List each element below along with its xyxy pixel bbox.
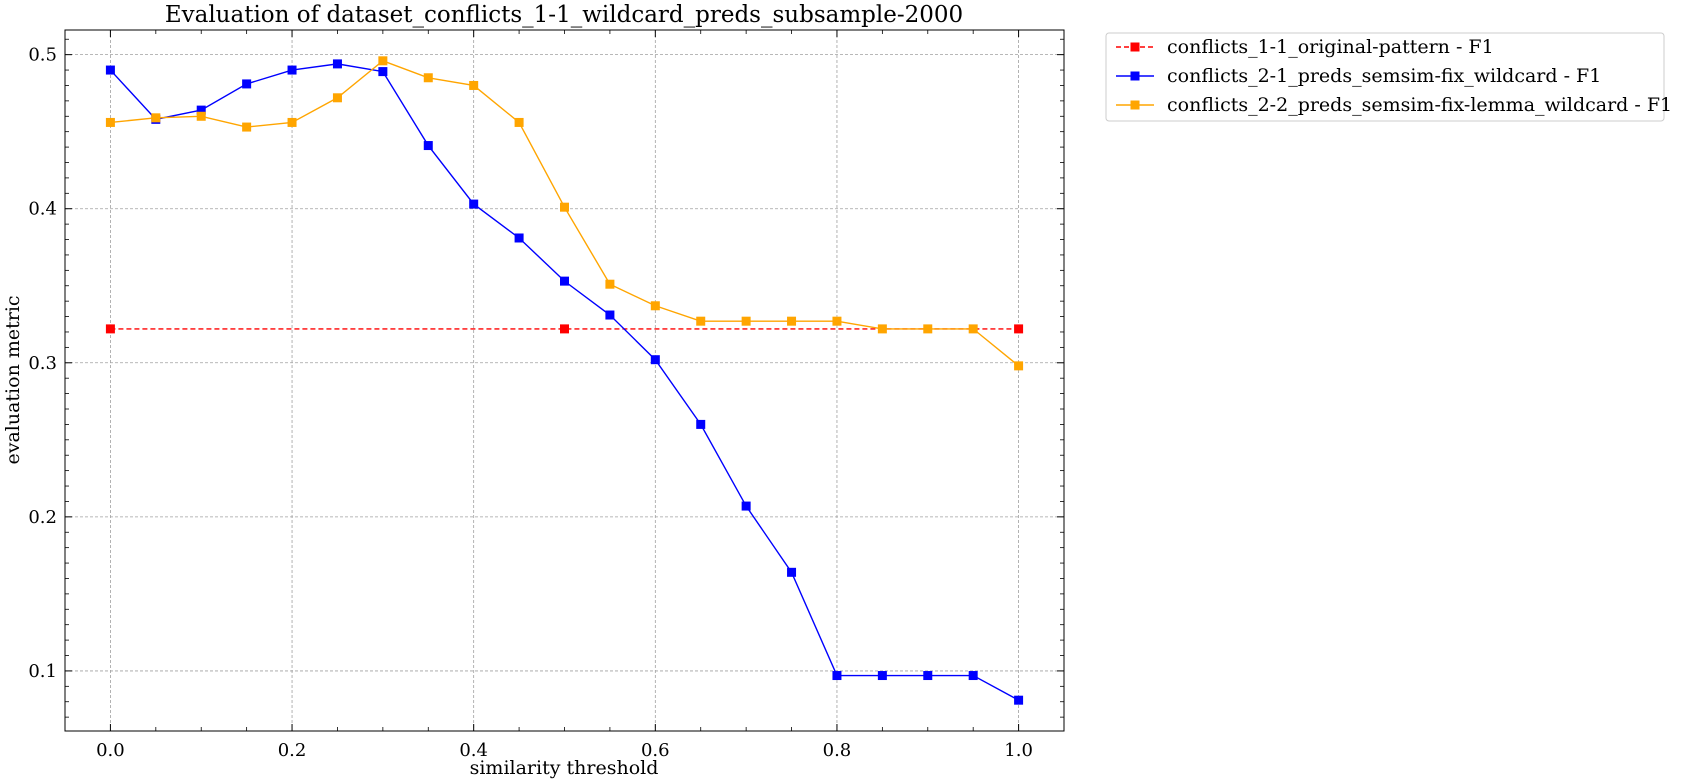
data-point	[196, 105, 206, 115]
grid	[65, 30, 1064, 731]
data-point	[923, 324, 933, 334]
data-point	[832, 671, 842, 681]
data-point	[787, 316, 797, 326]
data-point	[968, 324, 978, 334]
data-point	[469, 80, 479, 90]
x-tick-label: 0.2	[278, 740, 307, 761]
x-tick-label: 0.4	[459, 740, 488, 761]
data-point	[105, 117, 115, 127]
legend-label: conflicts_2-2_preds_semsim-fix-lemma_wil…	[1167, 94, 1672, 116]
x-tick-label: 1.0	[1004, 740, 1033, 761]
data-point	[423, 73, 433, 83]
data-point	[332, 59, 342, 69]
x-tick-label: 0.6	[641, 740, 670, 761]
legend-marker	[1130, 100, 1140, 110]
legend-box	[1105, 32, 1665, 122]
y-tick-label: 0.3	[28, 353, 57, 374]
data-point	[741, 501, 751, 511]
data-point	[242, 122, 252, 132]
data-point	[151, 113, 161, 123]
series-layer	[105, 56, 1024, 705]
data-point	[650, 301, 660, 311]
series-3	[105, 56, 1024, 371]
data-point	[560, 202, 569, 212]
legend: conflicts_1-1_original-pattern - F1 confl…	[1105, 32, 1672, 122]
data-point	[877, 671, 887, 681]
data-point	[696, 419, 706, 429]
legend-marker	[1130, 71, 1140, 81]
data-point	[332, 93, 342, 103]
y-axis-label: evaluation metric	[2, 295, 24, 464]
data-point	[469, 199, 479, 209]
data-point	[423, 141, 433, 151]
data-point	[514, 233, 524, 243]
data-point	[196, 111, 206, 121]
series-2	[105, 59, 1024, 705]
data-point	[877, 324, 887, 334]
legend-label: conflicts_2-1_preds_semsim-fix_wildcard …	[1167, 65, 1601, 87]
y-tick-label: 0.4	[28, 199, 57, 220]
data-point	[560, 324, 569, 334]
data-point	[1014, 361, 1024, 371]
series-1	[105, 324, 1024, 334]
chart-title: Evaluation of dataset_conflicts_1-1_wild…	[165, 2, 963, 28]
legend-marker	[1130, 42, 1140, 52]
data-point	[287, 65, 297, 75]
data-point	[605, 279, 615, 289]
y-tick-label: 0.2	[28, 507, 57, 528]
data-point	[105, 65, 115, 75]
data-point	[741, 316, 751, 326]
data-point	[605, 310, 615, 320]
data-point	[696, 316, 706, 326]
data-point	[560, 276, 569, 286]
x-axis-label: similarity threshold	[470, 757, 659, 779]
data-point	[378, 56, 388, 66]
data-point	[1014, 324, 1024, 334]
y-tick-label: 0.5	[28, 45, 57, 66]
data-point	[514, 117, 524, 127]
data-point	[287, 117, 297, 127]
x-tick-label: 0.0	[96, 740, 125, 761]
ticks: 0.0 0.2 0.4 0.6 0.8 1.0 0.1 0.2 0.3 0.4 0.5	[28, 30, 1065, 761]
data-point	[968, 671, 978, 681]
data-point	[242, 79, 252, 89]
y-tick-label: 0.1	[28, 661, 57, 682]
data-point	[650, 355, 660, 365]
data-point	[832, 316, 842, 326]
series-line	[110, 60, 1020, 367]
data-point	[787, 567, 797, 577]
data-point	[1014, 695, 1024, 705]
data-point	[923, 671, 933, 681]
plot-frame	[64, 29, 1065, 732]
data-point	[378, 67, 388, 77]
data-point	[105, 324, 115, 334]
series-line	[109, 63, 1019, 701]
legend-label: conflicts_1-1_original-pattern - F1	[1167, 36, 1494, 58]
x-tick-label: 0.8	[823, 740, 852, 761]
axes	[64, 29, 1065, 732]
